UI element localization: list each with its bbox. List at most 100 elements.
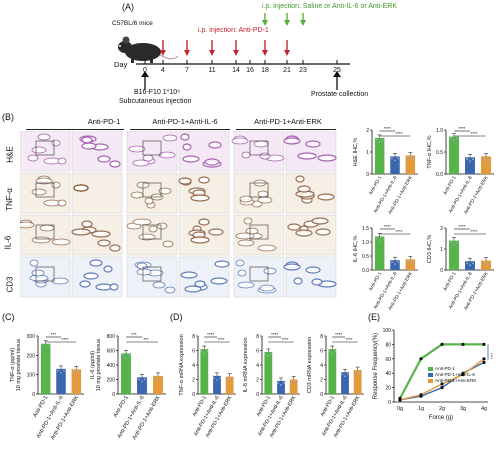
- y-axis-label: CD3 IHC,%: [427, 235, 433, 264]
- bar: [40, 343, 51, 394]
- legend-label: Anti-PD-1+Anti-ERK: [435, 378, 477, 383]
- series-point: [461, 373, 465, 377]
- y-tick-label: 8: [320, 334, 323, 340]
- y-axis-label: H&E IHC,%: [353, 138, 359, 167]
- bar: [153, 375, 163, 394]
- sig-label: ****: [489, 353, 494, 360]
- x-axis-label: Force (g): [429, 415, 453, 421]
- y-tick-label: 0.0: [362, 268, 369, 274]
- series-point: [482, 342, 486, 346]
- series-point: [482, 357, 486, 361]
- row-label-il6: IL-6: [3, 235, 13, 250]
- series-point: [419, 357, 423, 361]
- y-tick-label: 0: [366, 172, 369, 178]
- chart-tnf-elisa: 0 100 200 300 TNF-α (pg/ml) 10 mg prostate ti…: [10, 332, 84, 441]
- y-tick-label: 100: [383, 328, 392, 334]
- y-tick-label: 0.5: [436, 150, 443, 156]
- bar: [341, 372, 349, 394]
- day-tick-label: 11: [208, 67, 215, 74]
- y-tick-label: 4: [320, 363, 323, 369]
- x-tick-label: Anti-PD-1: [368, 175, 384, 196]
- y-tick-label: 0: [320, 392, 323, 398]
- y-tick-label: 4: [256, 363, 259, 369]
- y-tick-label: 6: [192, 349, 195, 355]
- x-tick-label: Anti-PD-1: [442, 175, 458, 196]
- bar: [137, 377, 147, 394]
- inoculation-label: B16-F10 1*10⁶: [134, 89, 181, 96]
- x-tick-label: 0g: [397, 406, 403, 412]
- inoculation-label-2: Subcutaneous injection: [119, 98, 192, 105]
- bar: [449, 136, 459, 174]
- y-axis-label: Response Frequency(%): [373, 333, 379, 399]
- x-tick-label: 1g: [418, 406, 424, 412]
- y-tick-label: 6: [256, 349, 259, 355]
- y-axis-label: CD3 mRNA expression: [307, 337, 313, 394]
- panel-d-letter: (D): [170, 312, 183, 322]
- y-tick-label: 8: [192, 334, 195, 340]
- day-tick-label: 4: [161, 67, 165, 74]
- y-tick-label: 20: [385, 386, 391, 392]
- sig-label: ****: [217, 337, 224, 342]
- panel-a-letter: (A): [122, 2, 134, 12]
- bar: [213, 375, 221, 394]
- legend-swatch: [428, 379, 433, 383]
- series-point: [461, 342, 465, 346]
- bar: [405, 259, 416, 270]
- y-tick-label: 0: [112, 392, 115, 398]
- y-tick-label: 0: [440, 268, 443, 274]
- day-tick-label: 25: [333, 67, 341, 74]
- y-axis-label: 10 mg prostate tissue: [96, 339, 102, 392]
- x-tick-label: 4g: [481, 406, 487, 412]
- bar: [390, 260, 400, 270]
- series-point: [440, 342, 444, 346]
- series-point: [482, 360, 486, 364]
- sig-label: ****: [335, 332, 342, 337]
- sig-label: ***: [143, 337, 149, 342]
- red-injection-label: i.p. injection: Anti-PD-1: [198, 27, 269, 34]
- sig-label: ***: [131, 332, 137, 337]
- row-label-cd3: CD3: [5, 276, 15, 293]
- histology-tile: [71, 172, 123, 214]
- y-tick-label: 1.5: [362, 226, 369, 232]
- panel-e-letter: (E): [368, 312, 380, 322]
- y-tick-label: 2: [366, 128, 369, 134]
- y-tick-label: 80: [385, 342, 391, 348]
- day-tick-label: 16: [246, 67, 254, 74]
- bar: [277, 380, 285, 394]
- sig-label: ****: [395, 131, 402, 136]
- series-point: [440, 382, 444, 386]
- y-tick-label: 2: [256, 378, 259, 384]
- y-tick-label: 600: [107, 349, 116, 355]
- mouse-icon: [118, 36, 179, 63]
- y-tick-label: 400: [107, 363, 116, 369]
- y-tick-label: 0: [32, 392, 35, 398]
- y-tick-label: 2: [192, 378, 195, 384]
- y-tick-label: 1: [366, 150, 369, 156]
- bar: [374, 137, 385, 174]
- y-tick-label: 0.0: [436, 172, 443, 178]
- timeline-figure: 0 4 7 11 14 16 18 21 23 25: [118, 13, 350, 90]
- y-tick-label: 100: [27, 373, 36, 379]
- series-point: [419, 393, 423, 397]
- group-header-3: Anti-PD-1+Anti-ERK: [254, 117, 322, 126]
- y-tick-label: 800: [107, 334, 116, 340]
- y-tick-label: 1.0: [362, 240, 369, 246]
- chart-il6-elisa: 0 200 400 600 800 IL-6 (pg/ml) 10 mg prostate …: [90, 332, 166, 441]
- bar: [200, 349, 209, 394]
- group-header-1: Anti-PD-1: [87, 117, 121, 126]
- legend-label: Anti-PD-1+Anti-IL-6: [435, 372, 475, 377]
- sig-label: ****: [395, 229, 402, 234]
- sig-label: ****: [61, 337, 68, 342]
- sig-label: ****: [345, 337, 352, 342]
- bar: [481, 156, 491, 174]
- legend-swatch: [428, 367, 433, 371]
- y-tick-label: 6: [320, 349, 323, 355]
- group-header-2: Anti-PD-1+Anti-IL-6: [152, 117, 218, 126]
- y-tick-label: 300: [27, 334, 36, 340]
- y-tick-label: 40: [385, 371, 391, 377]
- mouse-strain-label: C57BL/6 mice: [112, 20, 153, 27]
